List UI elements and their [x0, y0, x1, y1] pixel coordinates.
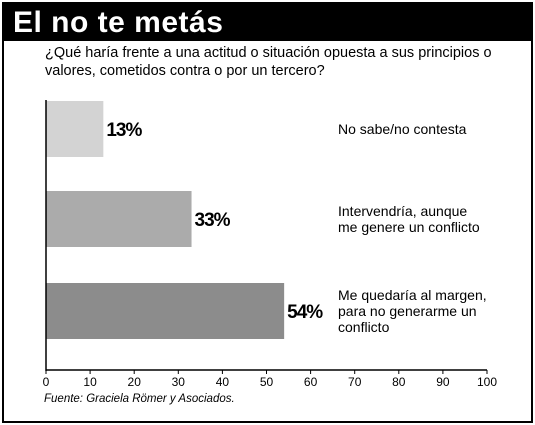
x-tick-label: 20 — [128, 375, 142, 389]
x-tick-label: 0 — [43, 375, 50, 389]
bar — [46, 191, 192, 247]
chart-title: El no te metás — [13, 6, 224, 39]
x-tick-label: 50 — [260, 375, 274, 389]
x-tick-label: 30 — [172, 375, 186, 389]
x-tick-label: 100 — [477, 375, 497, 389]
x-tick-label: 90 — [436, 375, 450, 389]
x-tick-label: 80 — [392, 375, 406, 389]
bar — [46, 101, 104, 157]
category-label: Me quedaría al margen, — [338, 287, 487, 303]
category-label: No sabe/no contesta — [338, 121, 467, 137]
category-label: conflicto — [338, 319, 390, 335]
survey-question: ¿Qué haría frente a una actitud o situac… — [45, 45, 492, 79]
category-label: me genere un conflicto — [338, 219, 480, 235]
category-label: para no generarme un — [338, 303, 477, 319]
title-bar: El no te metás — [4, 4, 531, 41]
bar-value-label: 13% — [106, 120, 142, 141]
x-tick-label: 60 — [304, 375, 318, 389]
bar — [46, 283, 285, 339]
x-tick-label: 40 — [216, 375, 230, 389]
x-tick-label: 70 — [348, 375, 362, 389]
x-tick-label: 10 — [83, 375, 97, 389]
bar-value-label: 33% — [195, 210, 231, 231]
source-note: Fuente: Graciela Römer y Asociados. — [44, 393, 235, 405]
category-label: Intervendría, aunque — [338, 203, 467, 219]
bar-value-label: 54% — [287, 302, 323, 323]
